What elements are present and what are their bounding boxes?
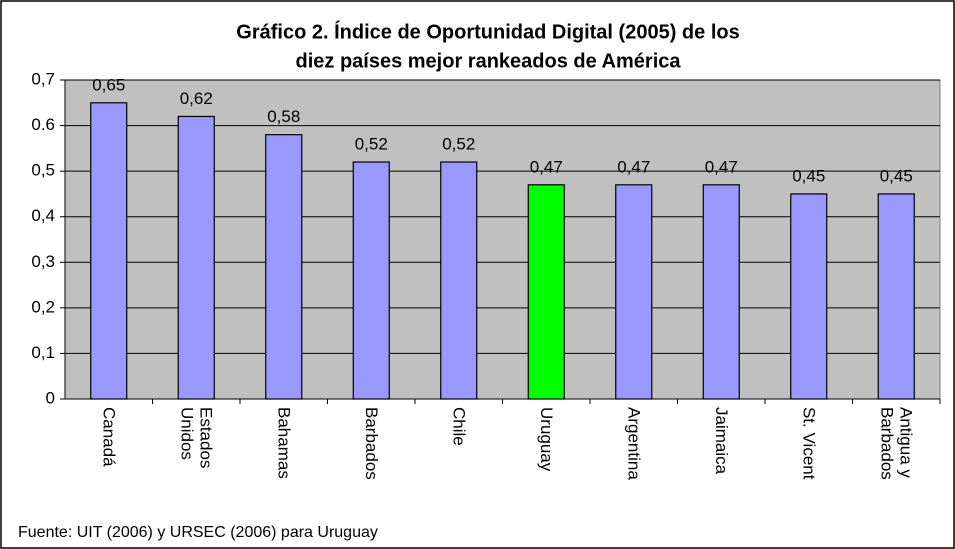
data-label: 0,62 — [180, 89, 213, 108]
y-tick-label: 0,3 — [31, 252, 55, 271]
y-tick-label: 0,7 — [31, 69, 55, 88]
bar — [177, 115, 215, 400]
chart-title: diez países mejor rankeados de América — [296, 50, 682, 72]
bar — [615, 184, 653, 400]
bar — [352, 161, 390, 400]
x-tick-label: Uruguay — [536, 407, 556, 472]
x-tick-label: Jaimaica — [711, 407, 731, 475]
data-label: 0,45 — [792, 166, 825, 185]
bar — [265, 134, 303, 400]
y-tick-label: 0,4 — [31, 206, 55, 225]
data-label: 0,47 — [705, 157, 738, 176]
bar — [90, 102, 128, 400]
bar — [702, 184, 740, 400]
x-tick-label: Bahamas — [274, 407, 294, 479]
y-tick-label: 0 — [46, 388, 55, 407]
source-note: Fuente: UIT (2006) y URSEC (2006) para U… — [18, 524, 378, 541]
x-tick-label: Antigua y Barbados — [877, 407, 916, 480]
data-label: 0,58 — [267, 107, 300, 126]
bar — [877, 193, 915, 400]
data-label: 0,65 — [92, 75, 125, 94]
data-label: 0,52 — [355, 135, 388, 154]
data-label: 0,47 — [617, 157, 650, 176]
data-label: 0,52 — [442, 135, 475, 154]
x-tick-label: Estados Unidos — [177, 407, 216, 469]
x-tick-label: Canadá — [99, 407, 119, 467]
bar — [440, 161, 478, 400]
x-tick-label: St. Vicent — [799, 407, 819, 480]
data-label: 0,47 — [530, 157, 563, 176]
x-tick-label: Argentina — [624, 407, 644, 480]
y-tick-label: 0.6 — [31, 115, 55, 134]
bar — [527, 184, 565, 400]
y-tick-label: 0,5 — [31, 161, 55, 180]
y-tick-label: 0,1 — [31, 343, 55, 362]
x-tick-label: Chile — [449, 407, 469, 446]
chart-title: Gráfico 2. Índice de Oportunidad Digital… — [236, 20, 739, 43]
y-tick-label: 0,2 — [31, 297, 55, 316]
x-tick-label: Barbados — [361, 407, 381, 480]
data-label: 0,45 — [880, 166, 913, 185]
bar — [790, 193, 828, 400]
